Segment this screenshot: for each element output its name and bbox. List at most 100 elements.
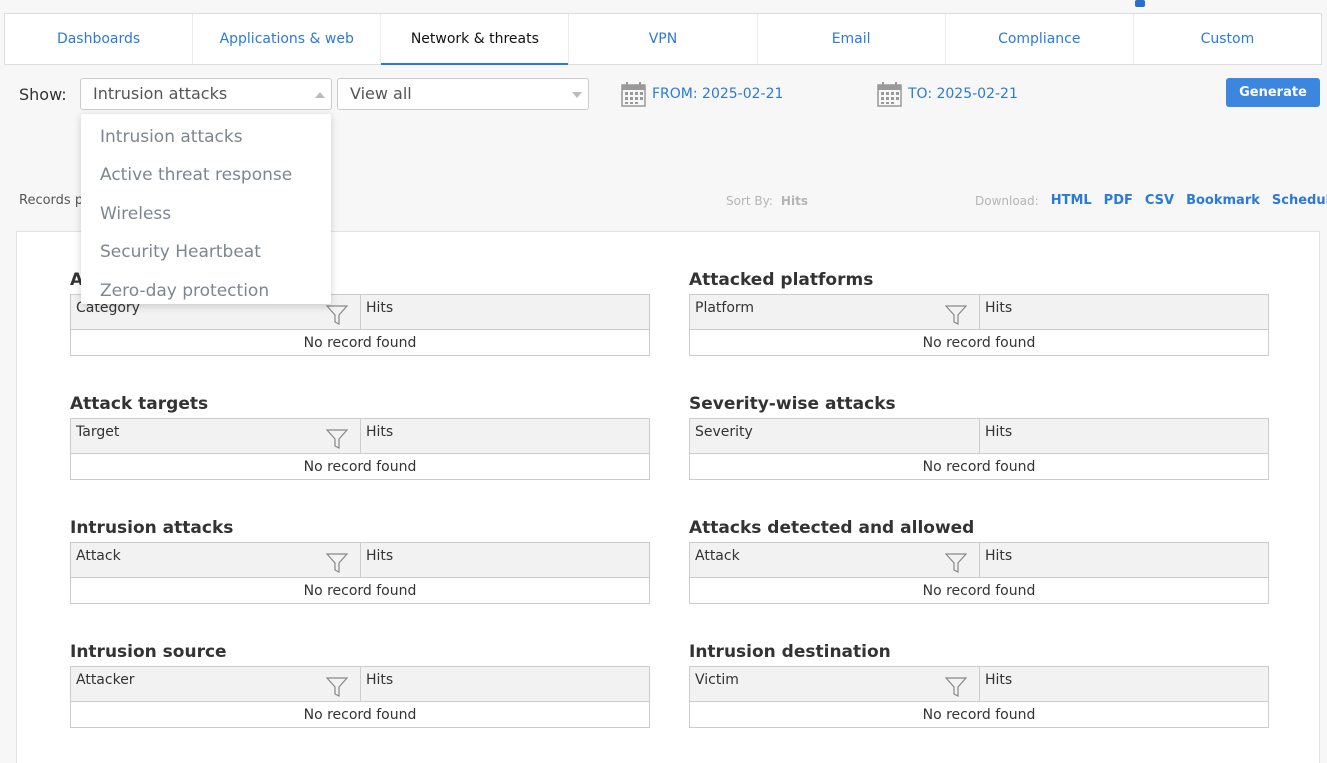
column-header[interactable]: Hits bbox=[979, 542, 1269, 578]
calendar-icon bbox=[877, 82, 902, 107]
column-header-label: Hits bbox=[366, 300, 394, 316]
tab-email[interactable]: Email bbox=[758, 14, 946, 64]
column-header[interactable]: Hits bbox=[360, 418, 650, 454]
table-header-row: Attack Hits bbox=[70, 542, 650, 578]
empty-message: No record found bbox=[70, 329, 650, 356]
schedule-link[interactable]: Schedule bbox=[1271, 193, 1327, 208]
report-title: Attacked platforms bbox=[689, 270, 874, 290]
report-widget: Intrusion source Attacker Hits No record fo… bbox=[70, 640, 650, 728]
column-header-label: Hits bbox=[366, 548, 394, 564]
empty-message: No record found bbox=[70, 453, 650, 480]
table-header-row: Target Hits bbox=[70, 418, 650, 454]
report-table: Severity Hits No record found bbox=[689, 418, 1269, 480]
dropdown-item-security-heartbeat[interactable]: Security Heartbeat bbox=[100, 242, 261, 263]
empty-message: No record found bbox=[70, 577, 650, 604]
tab-vpn[interactable]: VPN bbox=[569, 14, 758, 64]
column-header[interactable]: Hits bbox=[979, 294, 1269, 330]
table-row: No record found bbox=[70, 453, 650, 480]
report-widget: Intrusion attacks Attack Hits No record fou… bbox=[70, 516, 650, 604]
dropdown-item-intrusion-attacks[interactable]: Intrusion attacks bbox=[100, 127, 243, 147]
download-links: Download: HTML PDF CSV Bookmark Schedule bbox=[975, 193, 1327, 208]
column-header[interactable]: Target bbox=[70, 418, 361, 454]
column-header-label: Hits bbox=[985, 672, 1013, 688]
report-type-select[interactable]: Intrusion attacks bbox=[80, 78, 332, 110]
column-header[interactable]: Attacker bbox=[70, 666, 361, 702]
sort-by-value[interactable]: Hits bbox=[780, 194, 808, 208]
column-header-label: Category bbox=[76, 300, 140, 316]
caret-down-icon bbox=[572, 92, 582, 98]
report-title: A bbox=[70, 270, 84, 290]
settings-icon[interactable] bbox=[1133, 0, 1147, 7]
filter-icon[interactable] bbox=[944, 305, 968, 325]
filter-icon[interactable] bbox=[325, 429, 349, 449]
table-row: No record found bbox=[70, 701, 650, 728]
show-label: Show: bbox=[19, 85, 67, 104]
table-row: No record found bbox=[689, 329, 1269, 356]
tab-dashboards[interactable]: Dashboards bbox=[5, 14, 194, 64]
dropdown-item-wireless[interactable]: Wireless bbox=[100, 203, 172, 224]
filter-icon[interactable] bbox=[944, 677, 968, 697]
empty-message: No record found bbox=[689, 453, 1269, 480]
report-widget: Severity-wise attacks Severity Hits No reco… bbox=[689, 392, 1269, 480]
column-header-label: Hits bbox=[985, 424, 1013, 440]
column-header[interactable]: Hits bbox=[360, 666, 650, 702]
download-html-link[interactable]: HTML bbox=[1050, 193, 1092, 208]
table-row: No record found bbox=[689, 453, 1269, 480]
filter-icon[interactable] bbox=[325, 677, 349, 697]
date-to-label: TO: 2025-02-21 bbox=[908, 86, 1018, 102]
tab-custom[interactable]: Custom bbox=[1200, 31, 1255, 47]
empty-message: No record found bbox=[689, 329, 1269, 356]
report-table: Target Hits No record found bbox=[70, 418, 650, 480]
report-title: Severity-wise attacks bbox=[689, 394, 896, 414]
download-pdf-link[interactable]: PDF bbox=[1103, 193, 1133, 208]
empty-message: No record found bbox=[689, 577, 1269, 604]
column-header-label: Platform bbox=[695, 300, 755, 316]
column-header-label: Attacker bbox=[76, 672, 135, 688]
column-header[interactable]: Hits bbox=[360, 294, 650, 330]
report-type-dropdown: Intrusion attacks Active threat response… bbox=[81, 114, 331, 304]
report-table: Attack Hits No record found bbox=[689, 542, 1269, 604]
column-header[interactable]: Hits bbox=[360, 542, 650, 578]
filter-icon[interactable] bbox=[944, 553, 968, 573]
report-table: Platform Hits No record found bbox=[689, 294, 1269, 356]
sort-by: Sort By: Hits bbox=[726, 194, 808, 208]
dropdown-item-zero-day-protection[interactable]: Zero-day protection bbox=[100, 280, 270, 301]
caret-up-icon bbox=[315, 92, 325, 98]
column-header-label: Hits bbox=[366, 672, 394, 688]
table-row: No record found bbox=[689, 577, 1269, 604]
column-header[interactable]: Hits bbox=[979, 418, 1269, 454]
download-csv-link[interactable]: CSV bbox=[1144, 193, 1175, 208]
report-title: Intrusion destination bbox=[689, 642, 891, 662]
date-from-picker[interactable]: FROM: 2025-02-21 bbox=[621, 81, 783, 107]
report-title: Attacks detected and allowed bbox=[689, 518, 975, 538]
view-select[interactable]: View all bbox=[337, 78, 589, 110]
tab-network-threats[interactable]: Network & threats bbox=[381, 14, 570, 65]
column-header[interactable]: Hits bbox=[979, 666, 1269, 702]
column-header[interactable]: Severity bbox=[689, 418, 980, 454]
report-title: Intrusion source bbox=[70, 642, 227, 662]
tab-applications-web[interactable]: Applications & web bbox=[193, 14, 382, 64]
bookmark-link[interactable]: Bookmark bbox=[1186, 193, 1260, 208]
table-header-row: Attacker Hits bbox=[70, 666, 650, 702]
report-table: Attacker Hits No record found bbox=[70, 666, 650, 728]
report-title: Attack targets bbox=[70, 394, 209, 414]
report-widget: Intrusion destination Victim Hits No record… bbox=[689, 640, 1269, 728]
report-widget: Attacks detected and allowed Attack Hits No… bbox=[689, 516, 1269, 604]
filter-icon[interactable] bbox=[325, 305, 349, 325]
date-from-label: FROM: 2025-02-21 bbox=[652, 86, 784, 102]
column-header-label: Target bbox=[76, 424, 120, 440]
report-widget: Attack targets Target Hits No record found bbox=[70, 392, 650, 480]
dropdown-item-active-threat-response[interactable]: Active threat response bbox=[100, 165, 293, 186]
column-header[interactable]: Attack bbox=[689, 542, 980, 578]
generate-button[interactable]: Generate bbox=[1226, 78, 1320, 107]
tab-compliance[interactable]: Compliance bbox=[946, 14, 1134, 64]
sort-by-label: Sort By: bbox=[726, 194, 773, 208]
column-header[interactable]: Platform bbox=[689, 294, 980, 330]
table-header-row: Victim Hits bbox=[689, 666, 1269, 702]
date-to-picker[interactable]: TO: 2025-02-21 bbox=[877, 81, 1018, 107]
report-widget: Attacked platforms Platform Hits No record … bbox=[689, 268, 1269, 356]
filter-icon[interactable] bbox=[325, 553, 349, 573]
column-header[interactable]: Attack bbox=[70, 542, 361, 578]
table-header-row: Platform Hits bbox=[689, 294, 1269, 330]
column-header[interactable]: Victim bbox=[689, 666, 980, 702]
